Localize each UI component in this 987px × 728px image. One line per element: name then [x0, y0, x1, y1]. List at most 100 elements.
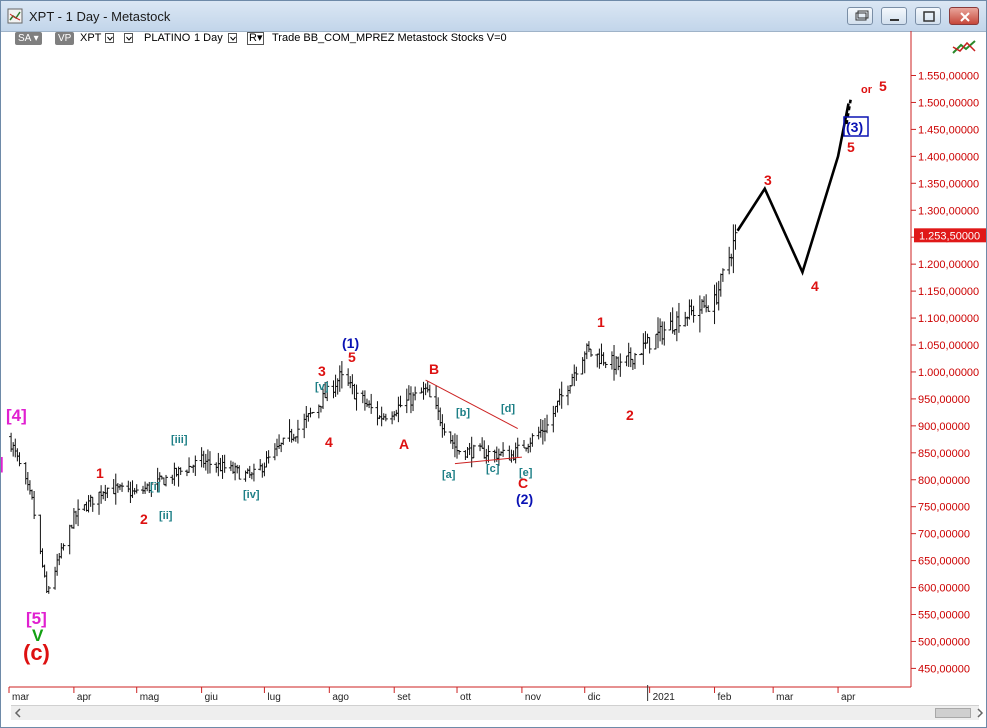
price-tick-label: 1.450,00000	[918, 124, 979, 136]
ohlc-bar	[436, 397, 441, 421]
wave-label: 3	[764, 172, 772, 188]
ohlc-bar	[398, 395, 403, 408]
ohlc-bar	[603, 361, 608, 369]
ohlc-bar	[540, 419, 545, 445]
ohlc-bar	[658, 318, 663, 342]
ohlc-bar	[46, 585, 51, 594]
ohlc-bar	[687, 299, 692, 320]
price-tick-label: 700,00000	[918, 529, 970, 541]
ohlc-bar	[599, 343, 604, 365]
time-tick-label: ago	[332, 692, 349, 703]
scroll-left-icon[interactable]	[13, 708, 23, 718]
ohlc-bar	[176, 466, 181, 487]
ohlc-bar	[237, 465, 242, 480]
price-tick-label: 1.300,00000	[918, 205, 979, 217]
ohlc-bar	[392, 411, 397, 421]
restore-down-button[interactable]	[847, 7, 873, 25]
vp-button[interactable]: VP	[55, 32, 75, 45]
ohlc-bar	[105, 487, 110, 499]
chart-toolbar: SA ▾ VP XPT PLATINO 1 Day R▾ Trade BB_CO…	[1, 31, 986, 47]
wave-label: 2	[140, 511, 148, 527]
ohlc-bar	[425, 381, 430, 393]
price-tick-label: 1.500,00000	[918, 97, 979, 109]
time-tick-label: mar	[12, 692, 30, 703]
ohlc-bar	[354, 384, 359, 411]
ohlc-bar	[350, 374, 355, 395]
ohlc-bar	[57, 552, 62, 566]
ohlc-bar	[352, 383, 357, 400]
maximize-icon	[923, 11, 935, 22]
ohlc-bar	[55, 553, 60, 576]
ohlc-bar	[201, 450, 206, 468]
ohlc-bar	[203, 453, 208, 471]
metastock-app-icon	[7, 8, 23, 24]
wave-label: [b]	[456, 407, 470, 419]
ohlc-bar	[427, 384, 432, 398]
ohlc-bar	[235, 464, 240, 474]
ohlc-bar	[193, 455, 198, 476]
ohlc-bar	[452, 433, 457, 458]
ohlc-bar	[245, 468, 250, 474]
ohlc-bar	[589, 348, 594, 357]
ohlc-bar	[559, 381, 564, 409]
ohlc-bar	[44, 571, 49, 593]
ohlc-bar	[187, 457, 192, 473]
ohlc-bar	[164, 474, 169, 487]
axes: 1.550,00000 1.500,00000 1.450,00000 1.400,0…	[8, 31, 986, 703]
ohlc-bar	[262, 462, 267, 477]
ohlc-bar	[11, 442, 16, 457]
ohlc-bar	[408, 386, 413, 414]
ohlc-bar	[557, 388, 562, 406]
scroll-right-icon[interactable]	[975, 708, 985, 718]
ohlc-bar	[733, 224, 738, 250]
ohlc-bar	[117, 483, 122, 491]
wave-label: 4	[325, 434, 333, 450]
minimize-button[interactable]	[881, 7, 907, 25]
price-tick-label: 1.050,00000	[918, 340, 979, 352]
ohlc-bar	[126, 480, 131, 493]
wave-label: 5	[348, 349, 356, 365]
ohlc-bar	[222, 454, 227, 473]
ohlc-bar	[463, 450, 468, 461]
ohlc-bar	[260, 463, 265, 478]
ohlc-bar	[218, 457, 223, 472]
ohlc-bar	[53, 566, 58, 590]
ohlc-bar	[233, 462, 238, 481]
wave-label: 1	[597, 314, 605, 330]
name-dropdown[interactable]	[124, 33, 133, 43]
ohlc-bar	[712, 284, 717, 325]
ohlc-bar	[670, 307, 675, 334]
maximize-button[interactable]	[915, 7, 941, 25]
indicator-icon[interactable]	[952, 40, 976, 54]
horizontal-scrollbar[interactable]	[11, 705, 984, 720]
ohlc-bar	[553, 405, 558, 417]
ohlc-bar	[90, 496, 95, 512]
sa-button[interactable]: SA ▾	[15, 32, 42, 45]
ohlc-bar	[325, 381, 330, 402]
ohlc-bar	[115, 483, 120, 493]
period-dropdown[interactable]	[228, 33, 237, 43]
ohlc-bar	[612, 344, 617, 381]
ohlc-bar	[86, 495, 91, 513]
ohlc-bar	[348, 376, 353, 389]
close-button[interactable]	[949, 7, 979, 25]
r-button[interactable]: R▾	[247, 32, 265, 45]
symbol-dropdown[interactable]	[105, 33, 114, 43]
ohlc-bar	[545, 414, 550, 434]
ohlc-bar	[480, 437, 485, 449]
ohlc-bar	[111, 479, 116, 495]
ohlc-bar	[624, 355, 629, 367]
ohlc-bar	[442, 423, 447, 436]
ohlc-bar	[360, 390, 365, 404]
title-bar[interactable]: XPT - 1 Day - Metastock	[1, 1, 986, 32]
price-tick-label: 500,00000	[918, 636, 970, 648]
scrollbar-thumb[interactable]	[935, 708, 971, 718]
price-tick-label: 950,00000	[918, 394, 970, 406]
ohlc-bar	[172, 462, 177, 486]
wave-label: B	[429, 361, 439, 377]
ohlc-bar	[482, 440, 487, 459]
ohlc-bar	[572, 364, 577, 387]
ohlc-bar	[120, 482, 125, 492]
